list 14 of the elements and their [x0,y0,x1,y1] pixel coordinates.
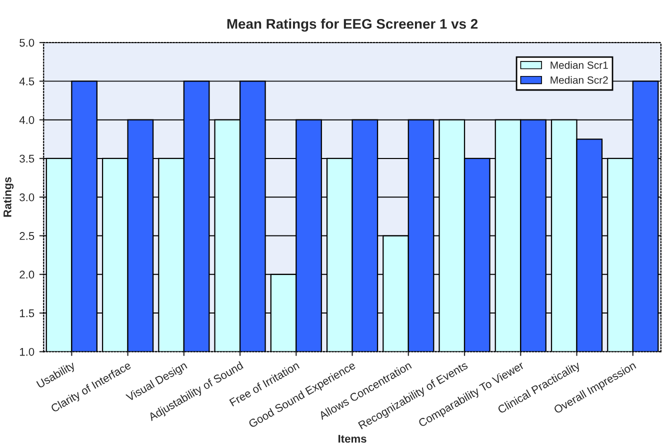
y-tick-label: 3.0 [20,193,34,202]
chart-title: Mean Ratings for EEG Screener 1 vs 2 [227,18,478,32]
y-tick-label: 2.5 [20,232,34,240]
legend-label: Median Scr1 [550,61,608,69]
y-tick-label: 1.5 [20,309,34,318]
y-tick-label: 4.5 [19,78,34,86]
y-tick-label: 4.0 [19,116,34,124]
x-axis-title: Items [338,434,366,443]
y-tick-label: 1.0 [20,348,34,356]
y-tick-label: 5.0 [20,38,34,47]
y-tick-label: 2.0 [20,270,34,279]
legend-label: Median Scr2 [550,76,608,84]
y-tick-label: 3.5 [20,154,34,163]
y-axis-title: Ratings [3,177,14,217]
